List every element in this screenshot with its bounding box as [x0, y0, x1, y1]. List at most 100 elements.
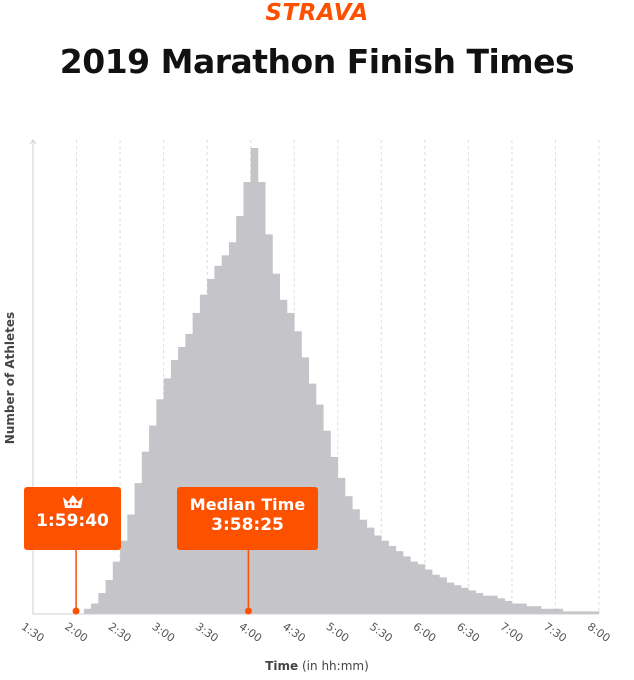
x-tick-label: 2:30 — [106, 620, 134, 645]
histogram-bar — [388, 545, 397, 614]
histogram-bar — [569, 611, 578, 614]
y-axis-label: Number of Athletes — [3, 312, 17, 444]
histogram-bar — [279, 299, 288, 614]
y-axis-arrow-icon — [29, 139, 37, 145]
histogram-bar — [432, 574, 440, 614]
histogram-bar — [424, 569, 433, 614]
histogram-bar — [497, 598, 505, 614]
histogram-bar — [120, 540, 128, 614]
histogram-bar — [214, 265, 222, 614]
x-tick-label: 4:00 — [237, 620, 265, 645]
histogram-bar — [446, 582, 455, 614]
x-tick-label: 2:00 — [62, 620, 90, 645]
histogram-bar — [330, 456, 339, 614]
histogram-bar — [548, 608, 556, 614]
histogram-bar — [591, 611, 600, 614]
histogram-bar — [490, 595, 498, 614]
median-time-value: 3:58:25 — [211, 515, 284, 535]
histogram-bar — [374, 535, 382, 614]
histogram-bar — [519, 603, 527, 614]
histogram-bar — [511, 603, 520, 614]
histogram-bar — [272, 273, 281, 614]
x-axis-label: Time (in hh:mm) — [265, 659, 369, 673]
histogram-bar — [403, 556, 411, 614]
histogram-bar — [236, 216, 244, 614]
histogram-bar — [366, 527, 375, 614]
x-tick-label: 8:00 — [585, 620, 613, 645]
histogram-bar — [243, 182, 251, 615]
histogram-bar — [395, 551, 404, 614]
histogram-bar — [185, 333, 193, 614]
histogram-bar — [199, 294, 208, 614]
histogram-bar — [555, 608, 564, 614]
histogram-bar — [294, 331, 302, 614]
histogram-bar — [178, 346, 186, 614]
x-tick-label: 7:30 — [541, 620, 569, 645]
x-tick-label: 4:30 — [280, 620, 308, 645]
histogram-bar — [577, 611, 585, 614]
histogram-bar — [286, 312, 295, 614]
histogram-bar — [105, 579, 114, 614]
x-tick-label: 6:00 — [411, 620, 439, 645]
x-tick-label: 3:30 — [193, 620, 221, 645]
histogram-bar — [250, 148, 259, 614]
histogram-bar — [170, 360, 179, 614]
histogram-bar — [134, 483, 143, 614]
x-tick-label: 5:00 — [324, 620, 352, 645]
histogram-bar — [352, 509, 360, 614]
median-marker-dot — [244, 607, 252, 615]
histogram-bar — [337, 477, 346, 614]
histogram-bar — [417, 564, 426, 614]
histogram-bar — [453, 585, 462, 614]
histogram-bar — [163, 378, 172, 614]
histogram-bar — [192, 312, 201, 614]
x-tick-label: 1:30 — [19, 620, 47, 645]
histogram-bar — [468, 590, 476, 614]
histogram-bar — [228, 242, 237, 614]
histogram-bar — [221, 255, 230, 614]
histogram-bar — [461, 587, 469, 614]
x-tick-label: 7:00 — [498, 620, 526, 645]
record-time-value: 1:59:40 — [36, 511, 109, 531]
histogram-bar — [381, 540, 389, 614]
histogram-bars — [83, 148, 600, 615]
histogram-bar — [156, 399, 164, 614]
histogram-bar — [482, 595, 491, 614]
histogram-bar — [98, 593, 106, 614]
chart-title: 2019 Marathon Finish Times — [59, 42, 575, 81]
histogram-bar — [504, 600, 513, 614]
histogram-bar — [562, 611, 571, 614]
histogram-bar — [533, 606, 542, 614]
histogram-bar — [265, 234, 273, 615]
histogram-bar — [91, 603, 99, 614]
histogram-bar — [540, 608, 549, 614]
x-tick-label: 3:00 — [149, 620, 177, 645]
histogram-bar — [112, 561, 121, 614]
histogram-bar — [584, 611, 593, 614]
record-marker-dot — [72, 607, 80, 615]
x-tick-labels: 1:30 2:00 2:30 3:00 3:30 4:00 4:30 5:00 5:30 6:00… — [19, 620, 613, 645]
record-callout: 1:59:40 — [24, 487, 121, 550]
x-tick-label: 5:30 — [367, 620, 395, 645]
crown-icon — [62, 495, 83, 508]
callout-markers — [72, 550, 252, 615]
histogram-bar — [83, 608, 92, 614]
histogram-bar — [410, 561, 418, 614]
median-callout: Median Time 3:58:25 — [177, 487, 318, 550]
histogram-bar — [475, 593, 484, 614]
histogram-bar — [207, 278, 215, 614]
strava-logo: STRAVA — [265, 0, 369, 26]
histogram-bar — [149, 425, 157, 614]
histogram-bar — [345, 496, 353, 614]
histogram-bar — [301, 357, 310, 614]
histogram-bar — [127, 514, 135, 614]
histogram-bar — [141, 451, 150, 614]
histogram-bar — [439, 577, 447, 614]
histogram-bar — [526, 606, 534, 614]
histogram-bar — [359, 519, 368, 614]
x-tick-label: 6:30 — [454, 620, 482, 645]
histogram-bar — [323, 430, 331, 614]
histogram-bar — [257, 182, 266, 615]
median-time-label: Median Time — [189, 495, 306, 514]
